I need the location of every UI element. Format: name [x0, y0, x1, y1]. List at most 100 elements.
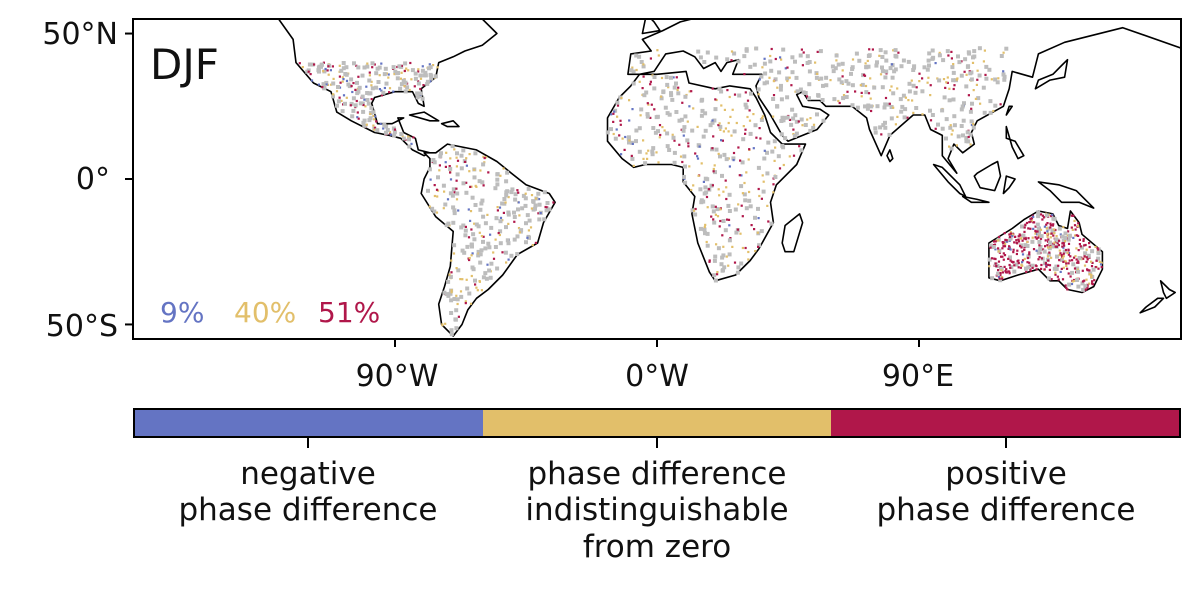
dryland-cell	[394, 71, 399, 76]
point-indistinguishable	[432, 64, 435, 67]
dryland-cell	[956, 54, 960, 59]
point-positive	[1047, 259, 1050, 262]
dryland-cell	[1048, 240, 1052, 245]
point-indistinguishable	[760, 117, 764, 120]
point-indistinguishable	[712, 167, 715, 171]
dryland-cell	[1080, 281, 1085, 286]
point-indistinguishable	[419, 77, 423, 80]
dryland-cell	[460, 248, 465, 253]
point-indistinguishable	[507, 196, 510, 199]
point-positive	[1064, 284, 1067, 287]
dryland-cell	[672, 85, 677, 90]
dryland-cell	[1050, 244, 1055, 249]
dryland-cell	[639, 60, 644, 64]
dryland-cell	[984, 76, 989, 81]
point-indistinguishable	[332, 93, 335, 96]
point-positive	[1060, 253, 1063, 257]
x-tick-label-90E: 90°E	[881, 359, 955, 394]
dryland-cell	[431, 158, 436, 162]
dryland-cell	[405, 85, 410, 90]
point-indistinguishable	[814, 61, 817, 64]
point-positive	[1009, 259, 1012, 262]
point-negative	[486, 263, 489, 266]
point-positive	[1026, 261, 1029, 264]
point-positive	[708, 259, 711, 262]
dryland-cell	[814, 75, 819, 80]
dryland-cell	[1002, 74, 1007, 79]
point-indistinguishable	[455, 156, 458, 159]
point-indistinguishable	[688, 165, 691, 168]
point-positive	[1024, 236, 1027, 239]
dryland-cell	[672, 160, 677, 165]
dryland-cell	[716, 246, 721, 251]
point-indistinguishable	[988, 265, 991, 268]
dryland-cell	[780, 143, 785, 148]
point-negative	[631, 142, 634, 145]
point-positive	[1063, 244, 1066, 247]
point-positive	[1023, 248, 1026, 251]
dryland-cell	[449, 332, 454, 337]
point-positive	[370, 98, 373, 101]
point-negative	[1062, 246, 1065, 249]
point-positive	[1094, 266, 1097, 269]
point-positive	[1025, 221, 1029, 225]
point-indistinguishable	[1090, 260, 1093, 263]
dryland-cell	[495, 177, 500, 182]
dryland-cell	[785, 115, 790, 120]
point-indistinguishable	[1062, 226, 1065, 229]
point-indistinguishable	[527, 229, 530, 232]
point-indistinguishable	[661, 126, 664, 129]
point-positive	[1037, 258, 1040, 261]
dryland-cell	[698, 187, 703, 192]
point-negative	[1059, 233, 1062, 236]
point-positive	[798, 145, 801, 148]
dryland-cell	[495, 266, 500, 271]
point-positive	[732, 151, 736, 155]
dryland-cell	[947, 98, 952, 103]
point-indistinguishable	[761, 115, 764, 118]
point-negative	[1035, 249, 1038, 252]
point-negative	[763, 149, 766, 152]
point-negative	[688, 105, 691, 108]
dryland-cell	[362, 65, 367, 70]
dryland-cell	[846, 81, 851, 86]
dryland-cell	[669, 75, 673, 80]
coastline-taiwan	[1005, 105, 1014, 116]
dryland-cell	[734, 230, 739, 235]
dryland-cell	[659, 96, 664, 101]
dryland-cell	[524, 221, 528, 226]
point-negative	[1021, 261, 1024, 264]
dryland-cell	[674, 110, 679, 114]
dryland-cell	[369, 105, 374, 110]
dryland-cell	[392, 130, 397, 135]
point-indistinguishable	[727, 121, 730, 125]
point-indistinguishable	[642, 63, 645, 66]
dryland-cell	[1012, 269, 1017, 274]
dryland-cell	[438, 154, 443, 159]
point-indistinguishable	[890, 85, 893, 88]
dryland-cell	[476, 249, 481, 254]
dryland-cell	[901, 93, 906, 98]
point-positive	[1078, 243, 1081, 246]
point-positive	[1044, 239, 1047, 242]
point-indistinguishable	[612, 132, 615, 136]
point-positive	[737, 146, 740, 149]
dryland-cell	[690, 128, 695, 133]
dryland-cell	[956, 134, 961, 139]
point-indistinguishable	[717, 152, 720, 155]
point-positive	[375, 120, 378, 123]
point-indistinguishable	[327, 73, 330, 76]
point-indistinguishable	[737, 203, 740, 206]
dryland-cell	[1055, 254, 1059, 259]
dryland-cell	[685, 138, 690, 143]
dryland-cell	[705, 243, 710, 248]
coastline-japan	[1034, 58, 1069, 90]
dryland-cell	[833, 66, 838, 71]
dryland-cell	[670, 97, 675, 102]
dryland-cell	[495, 182, 500, 187]
dryland-cell	[1054, 264, 1059, 269]
point-negative	[732, 159, 735, 162]
point-positive	[1073, 267, 1077, 270]
dryland-cell	[998, 278, 1003, 283]
dryland-cell	[696, 49, 701, 54]
